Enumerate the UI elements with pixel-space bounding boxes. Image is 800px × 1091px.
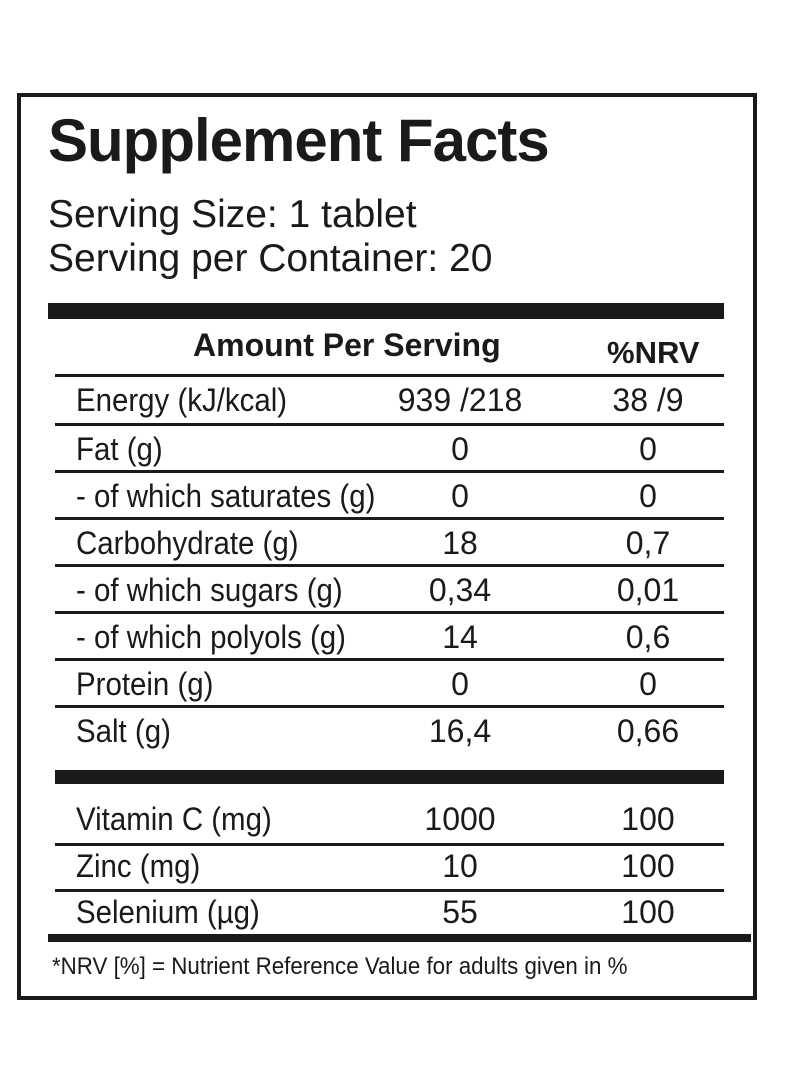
row-divider [55, 658, 724, 661]
nutrient-amount: 14 [442, 619, 478, 655]
nutrient-nrv: 0,6 [625, 619, 671, 655]
bottom-divider [48, 934, 751, 942]
amount-per-serving-header: Amount Per Serving [193, 327, 501, 363]
row-divider [55, 423, 724, 426]
micronutrient-row: Selenium (µg) 55 100 [21, 889, 753, 935]
nutrient-row: Energy (kJ/kcal) 939 /218 38 /9 [21, 377, 753, 423]
thick-divider [48, 303, 724, 319]
nrv-header: %NRV [607, 335, 700, 370]
nutrient-amount: 0 [451, 431, 469, 467]
nutrient-amount: 18 [442, 525, 478, 561]
row-divider [55, 843, 724, 846]
row-divider [55, 705, 724, 708]
nutrient-nrv: 38 /9 [612, 382, 684, 418]
micronutrient-label: Vitamin C (mg) [76, 801, 272, 837]
micronutrient-amount: 10 [442, 848, 478, 884]
nutrient-nrv: 0,01 [616, 572, 680, 608]
nutrient-label: - of which saturates (g) [76, 478, 376, 514]
nutrient-row: Carbohydrate (g) 18 0,7 [21, 520, 753, 566]
nutrient-row: - of which saturates (g) 0 0 [21, 473, 753, 519]
nutrient-label: - of which sugars (g) [76, 572, 343, 608]
nutrient-row: - of which sugars (g) 0,34 0,01 [21, 567, 753, 613]
nutrient-row: Fat (g) 0 0 [21, 426, 753, 472]
micronutrient-amount: 1000 [424, 801, 496, 837]
servings-per-container: Serving per Container: 20 [48, 237, 493, 280]
micronutrient-nrv: 100 [621, 848, 675, 884]
nutrient-row: - of which polyols (g) 14 0,6 [21, 614, 753, 660]
nutrient-row: Salt (g) 16,4 0,66 [21, 708, 753, 754]
nutrient-amount: 16,4 [428, 713, 492, 749]
nutrient-row: Protein (g) 0 0 [21, 661, 753, 707]
supplement-facts-panel: Supplement Facts Serving Size: 1 tablet … [17, 93, 757, 1000]
nutrient-nrv: 0 [639, 666, 657, 702]
row-divider [55, 889, 724, 892]
nutrient-amount: 0,34 [428, 572, 492, 608]
nutrient-amount: 0 [451, 478, 469, 514]
micronutrient-nrv: 100 [621, 894, 675, 930]
nutrient-amount: 0 [451, 666, 469, 702]
micronutrient-nrv: 100 [621, 801, 675, 837]
row-divider [55, 470, 724, 473]
nutrient-nrv: 0 [639, 478, 657, 514]
nutrient-nrv: 0 [639, 431, 657, 467]
micronutrient-amount: 55 [442, 894, 478, 930]
nrv-footnote: *NRV [%] = Nutrient Reference Value for … [52, 953, 628, 980]
nutrient-nrv: 0,7 [625, 525, 671, 561]
micronutrient-row: Vitamin C (mg) 1000 100 [21, 796, 753, 842]
nutrient-amount: 939 /218 [397, 382, 523, 418]
nutrient-label: Protein (g) [76, 666, 214, 702]
nutrient-label: Fat (g) [76, 431, 163, 467]
nutrient-label: Carbohydrate (g) [76, 525, 299, 561]
page-title: Supplement Facts [48, 107, 550, 174]
nutrient-label: - of which polyols (g) [76, 619, 346, 655]
micronutrient-label: Zinc (mg) [76, 848, 201, 884]
row-divider [55, 564, 724, 567]
row-divider [55, 517, 724, 520]
thick-divider [55, 770, 724, 784]
nutrient-label: Energy (kJ/kcal) [76, 382, 288, 418]
nutrient-nrv: 0,66 [616, 713, 680, 749]
row-divider [55, 611, 724, 614]
micronutrient-label: Selenium (µg) [76, 894, 260, 930]
micronutrient-row: Zinc (mg) 10 100 [21, 843, 753, 889]
serving-size: Serving Size: 1 tablet [48, 193, 417, 236]
header-divider [55, 374, 724, 377]
nutrient-label: Salt (g) [76, 713, 171, 749]
